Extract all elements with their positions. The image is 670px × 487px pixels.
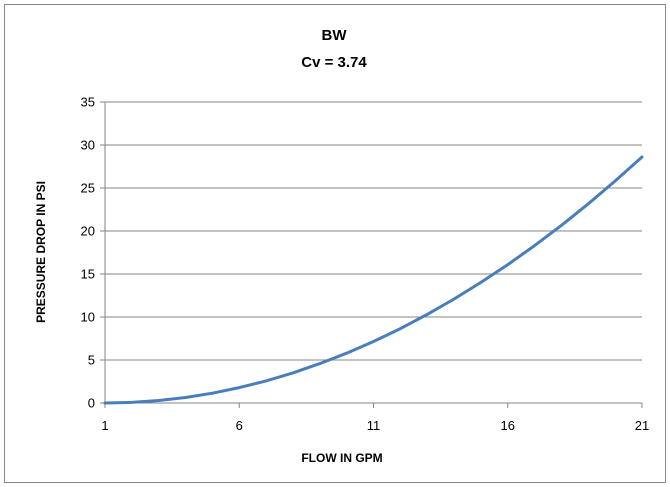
chart-title: BW: [322, 27, 348, 44]
x-tick-label-6: 6: [236, 418, 243, 433]
y-tick-label-15: 15: [81, 267, 95, 282]
y-tick-label-0: 0: [88, 396, 95, 411]
x-tick-label-11: 11: [367, 418, 381, 433]
x-tick-label-1: 1: [101, 418, 108, 433]
chart-subtitle: Cv = 3.74: [301, 54, 367, 71]
y-tick-label-30: 30: [81, 138, 95, 153]
y-axis-title: PRESSURE DROP IN PSI: [34, 181, 48, 323]
chart-frame: BW Cv = 3.74 0 5 10 15 20 25 30 35 1 6 11 16 21 FLO…: [4, 4, 666, 483]
y-tick-label-25: 25: [81, 181, 95, 196]
series-line-0: [103, 155, 644, 405]
y-tick-label-20: 20: [81, 224, 95, 239]
y-axis-ticks: 0 5 10 15 20 25 30 35: [81, 95, 105, 411]
y-tick-label-5: 5: [88, 353, 95, 368]
x-axis-title: FLOW IN GPM: [301, 451, 382, 465]
x-tick-label-21: 21: [635, 418, 649, 433]
y-tick-label-10: 10: [81, 310, 95, 325]
x-tick-label-16: 16: [501, 418, 515, 433]
gridlines: [104, 101, 642, 404]
y-tick-label-35: 35: [81, 95, 95, 110]
series-layer: [103, 155, 644, 405]
x-axis-ticks: 1 6 11 16 21: [101, 403, 649, 433]
